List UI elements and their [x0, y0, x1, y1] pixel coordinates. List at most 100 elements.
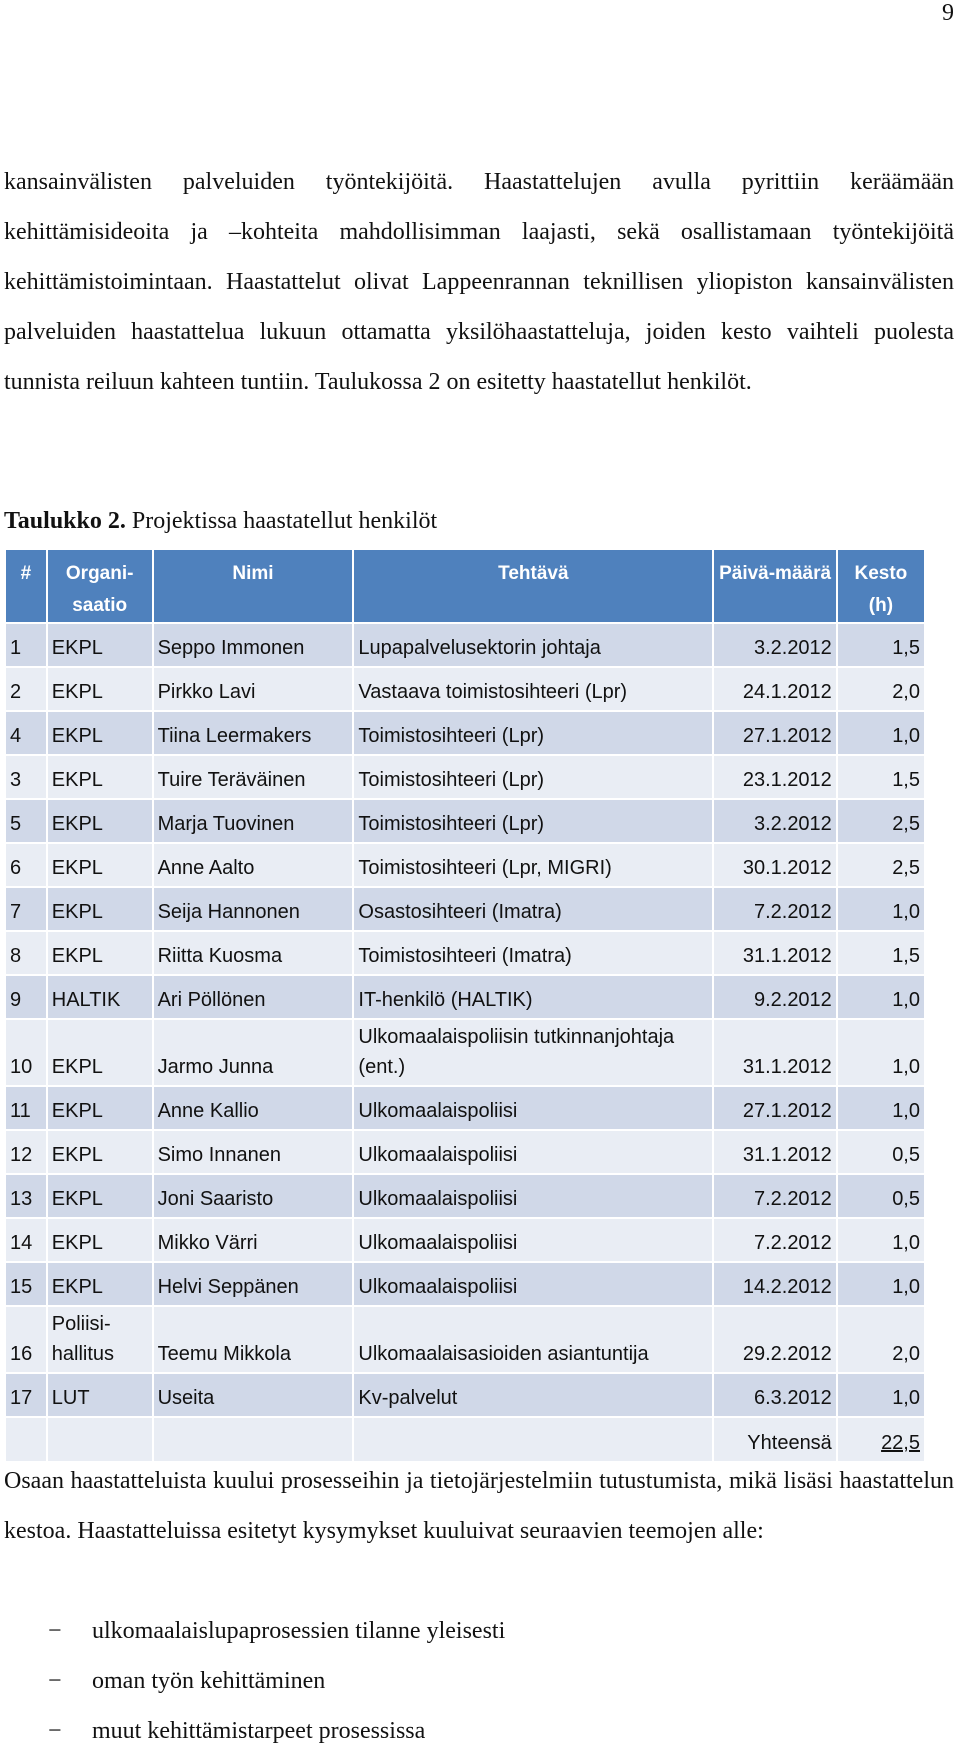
table-body: 1 EKPL Seppo Immonen Lupapalvelusektorin jo… [6, 624, 924, 1461]
cell-task: Ulkomaalaispoliisin tutkinnanjohtaja (en… [354, 1020, 713, 1085]
total-value: 22,5 [881, 1432, 920, 1454]
interviewees-table: # Organi-saatio Nimi Tehtävä Päivä-määrä… [4, 548, 926, 1463]
cell-organization: EKPL [47, 800, 152, 842]
cell-organization: EKPL [47, 624, 152, 666]
table-row: 6 EKPL Anne Aalto Toimistosihteeri (Lpr, MI… [6, 844, 924, 886]
cell-number: 5 [6, 800, 46, 842]
cell-name: Seppo Immonen [153, 624, 353, 666]
cell-duration: 1,0 [837, 1263, 924, 1305]
cell-name: Ari Pöllönen [153, 976, 353, 1018]
table-row: 7 EKPL Seija Hannonen Osastosihteeri (Imatr… [6, 888, 924, 930]
table-row: 12 EKPL Simo Innanen Ulkomaalaispoliisi 31.1… [6, 1131, 924, 1173]
cell-number: 6 [6, 844, 46, 886]
cell-number: 13 [6, 1175, 46, 1217]
cell-organization: EKPL [47, 844, 152, 886]
cell-number: 10 [6, 1020, 46, 1085]
list-item-text: muut kehittämistarpeet prosessissa [92, 1718, 426, 1744]
caption-label: Taulukko 2. [4, 508, 126, 534]
table-row: 13 EKPL Joni Saaristo Ulkomaalaispoliisi 7.2… [6, 1175, 924, 1217]
cell-task: IT-henkilö (HALTIK) [354, 976, 713, 1018]
header-organization: Organi-saatio [47, 550, 152, 622]
cell-organization: EKPL [47, 1175, 152, 1217]
cell-organization: Poliisi-hallitus [47, 1307, 152, 1372]
cell-duration: 2,5 [837, 844, 924, 886]
cell-number: 11 [6, 1087, 46, 1129]
cell-name: Helvi Seppänen [153, 1263, 353, 1305]
cell-duration: 1,5 [837, 756, 924, 798]
header-duration: Kesto (h) [837, 550, 924, 622]
cell-duration: 2,0 [837, 668, 924, 710]
dash-bullet: − [48, 1618, 62, 1644]
cell-organization: EKPL [47, 1219, 152, 1261]
cell-task: Toimistosihteeri (Lpr) [354, 712, 713, 754]
cell-task: Ulkomaalaispoliisi [354, 1219, 713, 1261]
cell-date: 23.1.2012 [714, 756, 836, 798]
cell-task: Lupapalvelusektorin johtaja [354, 624, 713, 666]
cell-name: Seija Hannonen [153, 888, 353, 930]
cell-duration: 2,0 [837, 1307, 924, 1372]
cell-organization: EKPL [47, 1020, 152, 1085]
page-number: 9 [942, 0, 954, 26]
table-row: 14 EKPL Mikko Värri Ulkomaalaispoliisi 7.2.2… [6, 1219, 924, 1261]
cell-name: Anne Aalto [153, 844, 353, 886]
cell-date: 3.2.2012 [714, 624, 836, 666]
cell-organization: EKPL [47, 1263, 152, 1305]
table-row: 16 Poliisi-hallitus Teemu Mikkola Ulkomaala… [6, 1307, 924, 1372]
caption-text: Projektissa haastatellut henkilöt [125, 508, 438, 534]
cell-date: 31.1.2012 [714, 1131, 836, 1173]
cell-duration: 0,5 [837, 1175, 924, 1217]
dash-bullet: − [48, 1668, 62, 1694]
cell-name: Anne Kallio [153, 1087, 353, 1129]
cell-task: Ulkomaalaispoliisi [354, 1131, 713, 1173]
cell-task: Toimistosihteeri (Imatra) [354, 932, 713, 974]
list-item: − oman työn kehittäminen [0, 1656, 505, 1706]
total-value-cell: 22,5 [837, 1418, 924, 1461]
cell-date: 30.1.2012 [714, 844, 836, 886]
cell-task: Vastaava toimistosihteeri (Lpr) [354, 668, 713, 710]
closing-paragraph: Osaan haastatteluista kuului prosesseihi… [4, 1468, 954, 1544]
cell-date: 14.2.2012 [714, 1263, 836, 1305]
cell-task: Toimistosihteeri (Lpr, MIGRI) [354, 844, 713, 886]
cell-date: 24.1.2012 [714, 668, 836, 710]
dash-bullet: − [48, 1718, 62, 1744]
cell-name: Pirkko Lavi [153, 668, 353, 710]
cell-duration: 1,0 [837, 888, 924, 930]
cell-duration: 1,5 [837, 624, 924, 666]
cell-duration: 1,0 [837, 1219, 924, 1261]
cell-number: 15 [6, 1263, 46, 1305]
cell-number: 8 [6, 932, 46, 974]
table-row: 5 EKPL Marja Tuovinen Toimistosihteeri (Lpr… [6, 800, 924, 842]
table-row: 3 EKPL Tuire Teräväinen Toimistosihteeri (L… [6, 756, 924, 798]
cell-date: 3.2.2012 [714, 800, 836, 842]
cell-number: 1 [6, 624, 46, 666]
cell-duration: 0,5 [837, 1131, 924, 1173]
table-total-row: Yhteensä 22,5 [6, 1418, 924, 1461]
cell-date: 7.2.2012 [714, 1175, 836, 1217]
table-row: 11 EKPL Anne Kallio Ulkomaalaispoliisi 27.1.… [6, 1087, 924, 1129]
cell-task: Ulkomaalaispoliisi [354, 1087, 713, 1129]
cell-name: Tuire Teräväinen [153, 756, 353, 798]
list-item-text: oman työn kehittäminen [92, 1668, 326, 1694]
table-row: 10 EKPL Jarmo Junna Ulkomaalaispoliisin tut… [6, 1020, 924, 1085]
list-item: − ulkomaalaislupaprosessien tilanne yleis… [0, 1606, 505, 1656]
cell-name: Teemu Mikkola [153, 1307, 353, 1372]
header-name: Nimi [153, 550, 353, 622]
total-label: Yhteensä [714, 1418, 836, 1461]
cell-number: 17 [6, 1374, 46, 1416]
cell-number: 16 [6, 1307, 46, 1372]
cell-number: 14 [6, 1219, 46, 1261]
cell-date: 27.1.2012 [714, 712, 836, 754]
cell-name: Marja Tuovinen [153, 800, 353, 842]
table-row: 2 EKPL Pirkko Lavi Vastaava toimistosihteer… [6, 668, 924, 710]
empty-cell [6, 1418, 46, 1461]
empty-cell [153, 1418, 353, 1461]
table-caption: Taulukko 2. Projektissa haastatellut hen… [4, 508, 437, 535]
cell-number: 2 [6, 668, 46, 710]
cell-date: 31.1.2012 [714, 932, 836, 974]
cell-name: Joni Saaristo [153, 1175, 353, 1217]
cell-duration: 2,5 [837, 800, 924, 842]
cell-date: 29.2.2012 [714, 1307, 836, 1372]
cell-name: Mikko Värri [153, 1219, 353, 1261]
header-date: Päivä-määrä [714, 550, 836, 622]
cell-name: Riitta Kuosma [153, 932, 353, 974]
